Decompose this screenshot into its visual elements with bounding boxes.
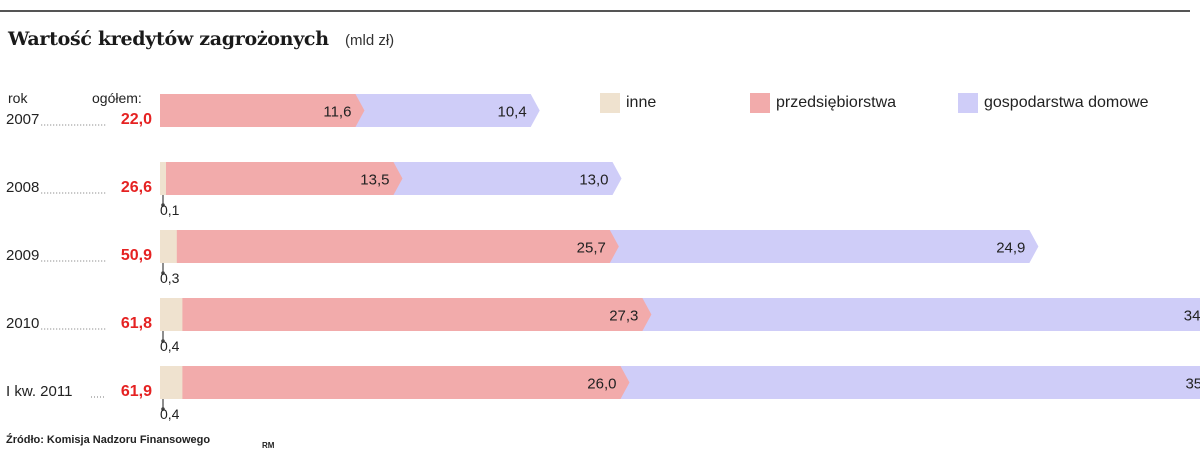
value-label-gospodarstwa-2007: 10,4	[497, 104, 526, 121]
total-header: ogółem:	[92, 90, 142, 106]
legend-swatch-gospodarstwa	[958, 93, 978, 113]
bar-gospodarstwa-2007	[355, 94, 540, 127]
inne-tick-dot-2009	[161, 271, 165, 275]
author-initials: RM	[262, 441, 275, 450]
bar-gospodarstwa-2009	[609, 230, 1039, 263]
inne-tick-dot-2008	[161, 203, 165, 207]
value-label-przedsiebiorstwa-2010: 27,3	[609, 308, 638, 325]
total-value-2007: 22,0	[121, 111, 152, 128]
bar-przedsiebiorstwa-2007	[160, 94, 365, 127]
bar-gospodarstwa-2010	[642, 298, 1200, 331]
category-label-2009: 2009	[6, 247, 39, 264]
value-label-gospodarstwa-2010: 34,1	[1184, 308, 1200, 325]
legend-item-inne: inne	[600, 92, 656, 114]
value-label-przedsiebiorstwa-i-kw-2011: 26,0	[587, 376, 616, 393]
value-label-przedsiebiorstwa-2008: 13,5	[360, 172, 389, 189]
value-label-inne-i-kw-2011: 0,4	[160, 406, 180, 422]
total-value-2008: 26,6	[121, 179, 152, 196]
total-value-2010: 61,8	[121, 315, 152, 332]
chart-title: Wartość kredytów zagrożonych	[8, 28, 329, 50]
bar-przedsiebiorstwa-2008	[166, 162, 403, 195]
bar-przedsiebiorstwa-2010	[182, 298, 652, 331]
legend-item-przedsiebiorstwa: przedsiębiorstwa	[750, 92, 896, 114]
total-value-i-kw-2011: 61,9	[121, 383, 152, 400]
value-label-inne-2010: 0,4	[160, 338, 180, 354]
bar-gospodarstwa-2008	[393, 162, 622, 195]
source-note: Źródło: Komisja Nadzoru Finansowego	[6, 434, 211, 446]
category-label-i-kw-2011: I kw. 2011	[6, 383, 72, 400]
value-label-gospodarstwa-2009: 24,9	[996, 240, 1025, 257]
value-label-inne-2009: 0,3	[160, 270, 180, 286]
chart-unit: (mld zł)	[345, 32, 395, 49]
value-label-inne-2008: 0,1	[160, 202, 180, 218]
category-label-2010: 2010	[6, 315, 39, 332]
top-rule	[0, 10, 1190, 12]
value-label-gospodarstwa-i-kw-2011: 35,5	[1185, 376, 1200, 393]
inne-tick-dot-i-kw-2011	[161, 407, 165, 411]
legend-label-przedsiebiorstwa: przedsiębiorstwa	[776, 94, 897, 111]
value-label-przedsiebiorstwa-2009: 25,7	[577, 240, 606, 257]
bar-gospodarstwa-i-kw-2011	[620, 366, 1200, 399]
year-header: rok	[8, 90, 28, 106]
category-label-2008: 2008	[6, 179, 39, 196]
inne-tick-dot-2010	[161, 339, 165, 343]
legend-label-inne: inne	[626, 94, 657, 111]
category-label-2007: 2007	[6, 111, 39, 128]
bar-przedsiebiorstwa-2009	[176, 230, 619, 263]
legend-label-gospodarstwa: gospodarstwa domowe	[984, 94, 1149, 111]
legend-swatch-przedsiebiorstwa	[750, 93, 770, 113]
legend-item-gospodarstwa: gospodarstwa domowe	[958, 92, 1149, 114]
value-label-gospodarstwa-2008: 13,0	[579, 172, 608, 189]
bar-przedsiebiorstwa-i-kw-2011	[182, 366, 630, 399]
legend-swatch-inne	[600, 93, 620, 113]
total-value-2009: 50,9	[121, 247, 152, 264]
value-label-przedsiebiorstwa-2007: 11,6	[323, 104, 351, 121]
